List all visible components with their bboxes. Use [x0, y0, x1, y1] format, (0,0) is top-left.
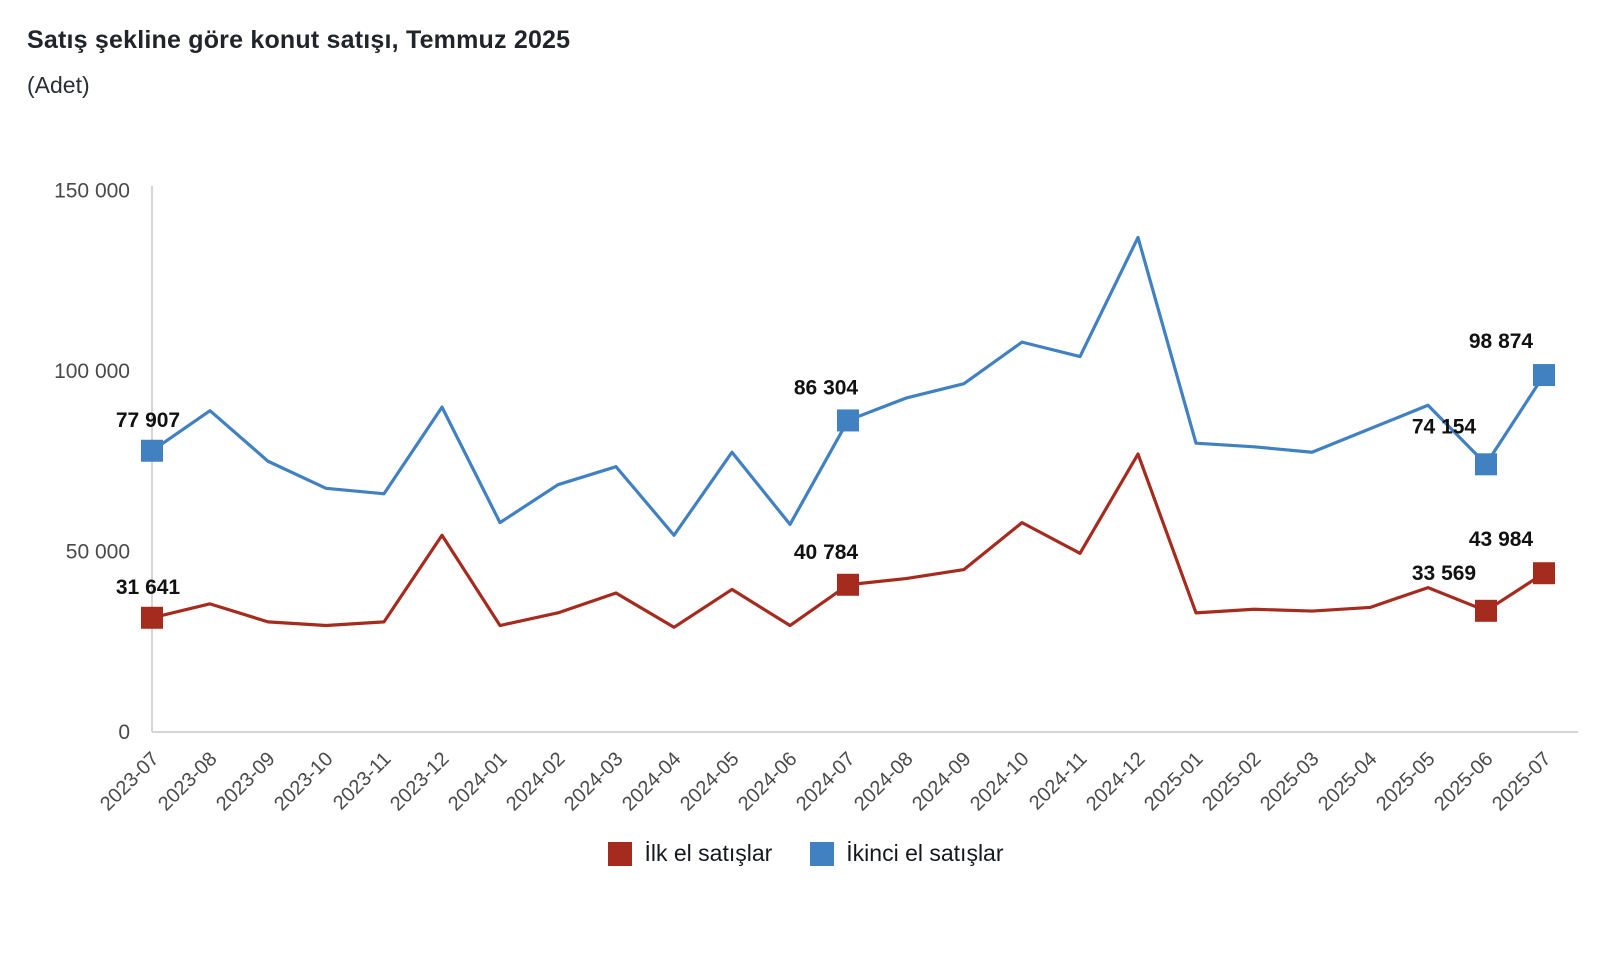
x-axis-tick-label: 2024-07: [792, 748, 859, 815]
data-point-label: 77 907: [116, 409, 180, 432]
x-axis-tick-label: 2024-02: [502, 748, 569, 815]
data-point-label: 33 569: [1412, 562, 1476, 585]
x-axis-tick-label: 2025-02: [1198, 748, 1265, 815]
x-axis-tick-label: 2024-04: [618, 748, 685, 815]
chart-legend: İlk el satışlar İkinci el satışlar: [0, 840, 1612, 867]
data-point-label: 86 304: [794, 376, 859, 399]
data-point-label: 40 784: [794, 541, 859, 564]
data-point-label: 43 984: [1469, 528, 1534, 551]
first-hand-marker-2025-07[interactable]: [1533, 562, 1555, 585]
x-axis-tick-label: 2024-09: [908, 748, 975, 815]
data-point-label: 98 874: [1469, 330, 1534, 353]
x-axis-tick-label: 2024-06: [734, 748, 801, 815]
y-axis-tick-label: 100 000: [54, 360, 130, 383]
x-axis-tick-label: 2024-10: [966, 748, 1033, 815]
second-hand-marker-2025-06[interactable]: [1475, 453, 1497, 476]
x-axis-tick-label: 2024-05: [676, 748, 743, 815]
x-axis-tick-label: 2024-01: [444, 748, 511, 815]
x-axis-tick-label: 2023-09: [212, 748, 279, 815]
legend-label-first-hand: İlk el satışlar: [644, 840, 773, 866]
x-axis-tick-label: 2023-07: [96, 748, 163, 815]
y-axis-tick-label: 0: [118, 721, 130, 744]
chart-title: Satış şekline göre konut satışı, Temmuz …: [27, 26, 571, 54]
x-axis-tick-label: 2025-07: [1488, 748, 1555, 815]
x-axis-tick-label: 2023-10: [270, 748, 337, 815]
y-axis-tick-label: 50 000: [66, 541, 130, 564]
data-point-label: 31 641: [116, 576, 181, 599]
data-point-label: 74 154: [1412, 415, 1477, 438]
first-hand-marker-2024-07[interactable]: [837, 573, 859, 596]
first-hand-marker-2023-07[interactable]: [141, 606, 163, 629]
y-axis-tick-label: 150 000: [54, 180, 130, 203]
x-axis-tick-label: 2024-08: [850, 748, 917, 815]
x-axis-tick-label: 2025-05: [1372, 748, 1439, 815]
second-hand-marker-2024-07[interactable]: [837, 409, 859, 432]
legend-item-first-hand[interactable]: İlk el satışlar: [608, 840, 772, 867]
x-axis-tick-label: 2023-08: [154, 748, 221, 815]
x-axis-tick-label: 2025-06: [1430, 748, 1497, 815]
first-hand-series-swatch: [608, 841, 633, 866]
x-axis-tick-label: 2024-11: [1025, 748, 1091, 814]
legend-label-second-hand: İkinci el satışlar: [846, 840, 1004, 866]
x-axis-tick-label: 2024-03: [560, 748, 627, 815]
x-axis-tick-label: 2024-12: [1082, 748, 1149, 815]
x-axis-tick-label: 2025-04: [1314, 748, 1381, 815]
x-axis-tick-label: 2025-03: [1256, 748, 1323, 815]
second-hand-marker-2023-07[interactable]: [141, 439, 163, 462]
x-axis-tick-label: 2025-01: [1140, 748, 1207, 815]
x-axis-tick-label: 2023-11: [329, 748, 395, 814]
legend-item-second-hand[interactable]: İkinci el satışlar: [810, 840, 1004, 867]
first-hand-marker-2025-06[interactable]: [1475, 599, 1497, 622]
second-hand-marker-2025-07[interactable]: [1533, 364, 1555, 387]
x-axis-tick-label: 2023-12: [386, 748, 453, 815]
chart-unit-subtitle: (Adet): [27, 72, 90, 98]
second-hand-series-swatch: [810, 841, 835, 866]
